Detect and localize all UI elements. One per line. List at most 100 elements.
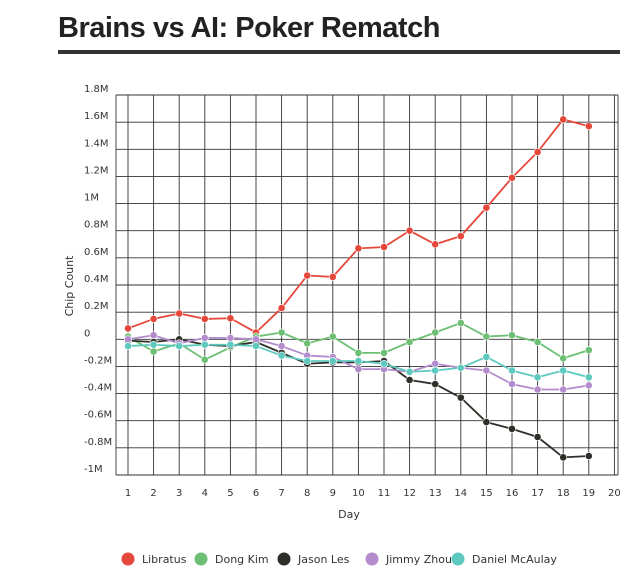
data-point-libratus[interactable] [482, 203, 491, 212]
data-point-libratus[interactable] [431, 240, 440, 249]
data-point-libratus[interactable] [226, 314, 235, 323]
legend-item-jason-les[interactable]: Jason Les [277, 552, 350, 567]
data-point-dong-kim[interactable] [405, 338, 414, 346]
data-point-dong-kim[interactable] [533, 338, 542, 346]
data-point-daniel-mcaulay[interactable] [149, 340, 158, 349]
data-point-daniel-mcaulay[interactable] [252, 342, 260, 350]
x-tick-label: 1 [125, 488, 131, 499]
legend-label: Libratus [142, 553, 187, 566]
data-point-daniel-mcaulay[interactable] [584, 373, 593, 382]
data-point-libratus[interactable] [508, 173, 516, 182]
data-point-daniel-mcaulay[interactable] [226, 340, 235, 349]
legend-item-daniel-mcaulay[interactable]: Daniel McAulay [451, 552, 558, 567]
legend-swatch [365, 552, 379, 566]
y-tick-label: 0.2M [84, 301, 109, 312]
data-point-jimmy-zhou[interactable] [482, 366, 491, 375]
data-point-jason-les[interactable] [508, 424, 516, 433]
data-point-dong-kim[interactable] [456, 319, 465, 327]
series-lines [124, 115, 593, 462]
x-tick-label: 2 [150, 488, 156, 499]
x-tick-label: 16 [506, 488, 519, 499]
data-point-daniel-mcaulay[interactable] [277, 351, 286, 360]
data-point-daniel-mcaulay[interactable] [431, 366, 440, 375]
data-point-libratus[interactable] [533, 148, 542, 156]
data-point-libratus[interactable] [175, 309, 184, 318]
data-point-dong-kim[interactable] [149, 347, 158, 356]
data-point-jimmy-zhou[interactable] [533, 385, 542, 394]
data-point-dong-kim[interactable] [584, 346, 593, 355]
data-point-libratus[interactable] [584, 122, 593, 131]
data-point-dong-kim[interactable] [354, 348, 363, 357]
data-point-jason-les[interactable] [559, 453, 568, 462]
data-point-daniel-mcaulay[interactable] [405, 367, 414, 376]
data-point-dong-kim[interactable] [559, 354, 568, 363]
data-point-dong-kim[interactable] [431, 328, 440, 337]
legend-item-libratus[interactable]: Libratus [121, 552, 187, 567]
chart-header: Brains vs AI: Poker Rematch [58, 8, 620, 54]
data-point-dong-kim[interactable] [303, 339, 312, 348]
data-point-jason-les[interactable] [405, 376, 414, 384]
data-point-daniel-mcaulay[interactable] [124, 342, 132, 350]
data-point-libratus[interactable] [380, 243, 388, 251]
data-point-jason-les[interactable] [584, 452, 593, 460]
data-point-libratus[interactable] [354, 244, 363, 253]
data-point-dong-kim[interactable] [200, 355, 209, 364]
data-point-jimmy-zhou[interactable] [559, 385, 568, 394]
data-point-libratus[interactable] [303, 271, 312, 280]
legend-label: Daniel McAulay [472, 553, 557, 566]
data-point-jimmy-zhou[interactable] [252, 335, 260, 344]
data-point-jason-les[interactable] [431, 380, 440, 388]
data-point-jimmy-zhou[interactable] [200, 334, 209, 342]
data-point-daniel-mcaulay[interactable] [533, 373, 542, 382]
data-point-daniel-mcaulay[interactable] [200, 340, 209, 349]
data-point-daniel-mcaulay[interactable] [380, 359, 388, 368]
data-point-dong-kim[interactable] [277, 328, 286, 337]
data-point-libratus[interactable] [405, 226, 414, 235]
legend-label: Dong Kim [215, 553, 269, 566]
legend-item-dong-kim[interactable]: Dong Kim [194, 552, 269, 567]
data-point-jason-les[interactable] [533, 433, 542, 441]
y-tick-label: -0.2M [84, 355, 112, 366]
data-point-daniel-mcaulay[interactable] [354, 357, 363, 365]
data-point-daniel-mcaulay[interactable] [175, 342, 184, 350]
data-point-libratus[interactable] [124, 324, 132, 333]
data-point-jimmy-zhou[interactable] [584, 381, 593, 390]
x-tick-label: 5 [227, 488, 233, 499]
data-point-libratus[interactable] [200, 315, 209, 323]
x-tick-label: 8 [304, 488, 310, 499]
x-tick-label: 13 [429, 488, 442, 499]
data-point-jimmy-zhou[interactable] [226, 334, 235, 342]
data-point-libratus[interactable] [149, 315, 158, 323]
data-point-libratus[interactable] [456, 232, 465, 241]
data-point-dong-kim[interactable] [482, 332, 491, 341]
data-point-jimmy-zhou[interactable] [508, 380, 516, 388]
data-point-daniel-mcaulay[interactable] [456, 363, 465, 372]
data-point-libratus[interactable] [277, 304, 286, 312]
legend: Libratus Dong Kim Jason Les Jimmy Zhou Danie… [121, 552, 558, 567]
x-tick-label: 19 [582, 488, 595, 499]
legend-item-jimmy-zhou[interactable]: Jimmy Zhou [365, 552, 452, 567]
data-point-dong-kim[interactable] [508, 331, 516, 340]
data-point-jason-les[interactable] [456, 393, 465, 402]
title-divider [58, 50, 620, 54]
data-point-daniel-mcaulay[interactable] [482, 353, 491, 361]
data-point-libratus[interactable] [328, 272, 337, 281]
data-point-jason-les[interactable] [482, 418, 491, 426]
data-point-jimmy-zhou[interactable] [149, 331, 158, 340]
data-point-daniel-mcaulay[interactable] [559, 366, 568, 375]
data-point-daniel-mcaulay[interactable] [508, 366, 516, 375]
y-tick-label: 0.4M [84, 274, 109, 285]
data-point-daniel-mcaulay[interactable] [303, 357, 312, 365]
data-point-jimmy-zhou[interactable] [277, 342, 286, 350]
data-point-dong-kim[interactable] [328, 332, 337, 341]
data-point-libratus[interactable] [559, 115, 568, 124]
legend-swatch [121, 552, 135, 566]
data-point-daniel-mcaulay[interactable] [328, 357, 337, 365]
series-daniel-mcaulay [124, 340, 593, 382]
x-axis-tick-labels: 1 2 3 4 5 6 7 8 9 10 11 12 13 14 15 16 17 18 19 20 [125, 488, 621, 499]
data-point-jimmy-zhou[interactable] [354, 365, 363, 374]
data-point-jimmy-zhou[interactable] [124, 335, 132, 344]
data-point-jimmy-zhou[interactable] [431, 359, 440, 368]
data-point-dong-kim[interactable] [380, 348, 388, 357]
y-tick-label: 1.4M [84, 138, 109, 149]
